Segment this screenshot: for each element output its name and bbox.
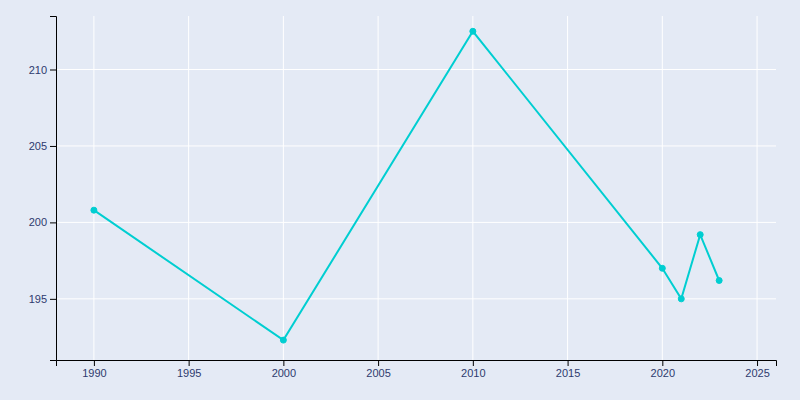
point xyxy=(91,207,97,213)
y-tick-mark xyxy=(50,299,56,300)
y-axis: 195 200 205 210 xyxy=(29,17,57,361)
marks xyxy=(91,28,722,343)
x-tick-label: 2025 xyxy=(745,367,769,379)
x-tick-mark xyxy=(378,360,379,366)
y-tick-mark xyxy=(50,222,56,223)
y-axis-line xyxy=(50,17,57,361)
point xyxy=(697,232,703,238)
x-tick-label: 2015 xyxy=(556,367,580,379)
x-tick: 2015 xyxy=(556,360,580,379)
x-tick: 2005 xyxy=(366,360,390,379)
x-tick-label: 1995 xyxy=(177,367,201,379)
grid-line-x xyxy=(472,16,473,360)
x-tick: 1990 xyxy=(82,360,106,379)
x-tick-mark xyxy=(757,360,758,366)
y-tick-mark xyxy=(50,70,56,71)
y-tick-label: 195 xyxy=(29,293,47,305)
y-tick: 200 xyxy=(29,216,56,228)
x-tick: 2025 xyxy=(745,360,769,379)
line xyxy=(94,31,719,340)
y-tick-label: 210 xyxy=(29,64,47,76)
point xyxy=(678,296,684,302)
y-tick: 210 xyxy=(29,64,56,76)
x-tick-label: 2005 xyxy=(366,367,390,379)
chart: 1990 1995 2000 2005 2010 2015 2020 2025 195 200 20… xyxy=(0,0,800,400)
grid-line-x xyxy=(93,16,94,360)
x-tick-label: 2010 xyxy=(461,367,485,379)
grid-line-y xyxy=(56,69,776,70)
grid-line-y xyxy=(56,222,776,223)
y-tick: 195 xyxy=(29,293,56,305)
grid-line-x xyxy=(662,16,663,360)
point xyxy=(470,28,476,34)
point xyxy=(659,265,665,271)
x-tick: 2010 xyxy=(461,360,485,379)
grid-line-x xyxy=(188,16,189,360)
grid-line-x xyxy=(567,16,568,360)
y-tick-mark xyxy=(50,146,56,147)
x-tick-mark xyxy=(283,360,284,366)
x-tick-mark xyxy=(94,360,95,366)
x-axis: 1990 1995 2000 2005 2010 2015 2020 2025 xyxy=(57,360,777,379)
x-tick: 2000 xyxy=(272,360,296,379)
x-tick-mark xyxy=(473,360,474,366)
x-tick: 2020 xyxy=(651,360,675,379)
grid-line-y xyxy=(56,145,776,146)
x-tick-mark xyxy=(568,360,569,366)
y-tick-label: 200 xyxy=(29,216,47,228)
grid xyxy=(56,16,776,360)
point xyxy=(280,337,286,343)
x-tick-mark xyxy=(662,360,663,366)
grid-line-x xyxy=(757,16,758,360)
x-tick: 1995 xyxy=(177,360,201,379)
grid-line-x xyxy=(283,16,284,360)
x-tick-label: 2020 xyxy=(651,367,675,379)
x-tick-label: 2000 xyxy=(272,367,296,379)
plot: 1990 1995 2000 2005 2010 2015 2020 2025 195 200 20… xyxy=(29,16,777,379)
x-tick-label: 1990 xyxy=(82,367,106,379)
y-tick: 205 xyxy=(29,140,56,152)
x-tick-mark xyxy=(189,360,190,366)
x-axis-line xyxy=(57,361,777,367)
y-tick-label: 205 xyxy=(29,140,47,152)
grid-line-y xyxy=(56,298,776,299)
point xyxy=(716,277,722,283)
